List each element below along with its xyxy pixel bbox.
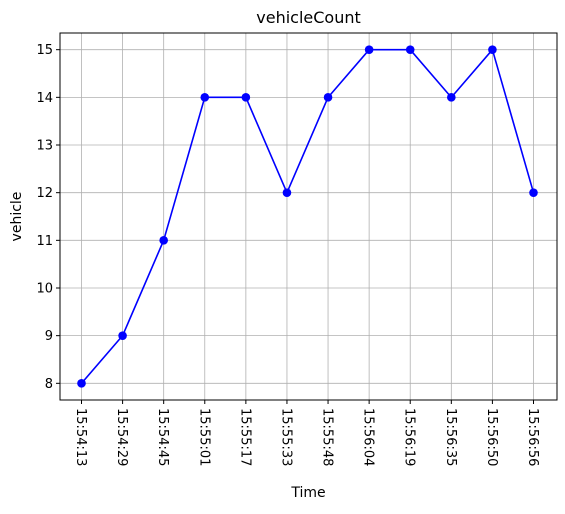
series-line (80, 48, 535, 384)
data-point (77, 379, 86, 388)
y-axis-label: vehicle (9, 192, 25, 242)
data-point (405, 45, 415, 54)
y-tick-label: 14 (36, 91, 53, 106)
x-axis-ticks: 15:54:13 15:54:29 15:54:45 15:55:01 15:55:17… (73, 400, 540, 466)
x-tick-label: 15:55:48 (320, 408, 335, 466)
data-point (282, 188, 292, 197)
series-layer (77, 45, 538, 388)
y-tick-label: 15 (36, 43, 53, 58)
x-tick-label: 15:56:50 (484, 408, 499, 466)
x-tick-label: 15:56:35 (443, 408, 458, 466)
data-point (241, 93, 251, 102)
y-tick-label: 12 (36, 186, 53, 201)
x-tick-label: 15:56:19 (402, 408, 417, 466)
y-tick-label: 8 (45, 377, 53, 392)
x-tick-label: 15:55:01 (196, 408, 211, 466)
y-tick-label: 13 (36, 139, 53, 154)
data-point (447, 93, 456, 102)
data-point (364, 45, 374, 54)
x-tick-label: 15:54:13 (73, 408, 88, 466)
grid (60, 33, 557, 400)
data-point (323, 93, 333, 102)
plot-area-frame (59, 32, 558, 401)
data-point (159, 236, 168, 245)
data-point (529, 188, 538, 197)
x-tick-label: 15:54:45 (155, 408, 170, 466)
x-tick-label: 15:54:29 (114, 408, 129, 466)
x-tick-label: 15:55:33 (278, 408, 293, 466)
data-point (488, 45, 497, 54)
data-point (118, 331, 127, 340)
y-tick-label: 9 (45, 329, 53, 344)
y-axis-ticks: 8 9 10 11 12 13 14 15 (36, 43, 60, 392)
x-tick-label: 15:56:56 (525, 408, 540, 466)
y-tick-label: 10 (36, 281, 53, 296)
x-axis-label: Time (290, 485, 325, 501)
chart-title: vehicleCount (256, 8, 361, 27)
y-tick-label: 11 (36, 234, 53, 249)
data-point (200, 93, 210, 102)
x-tick-label: 15:56:04 (361, 408, 376, 466)
x-tick-label: 15:55:17 (237, 408, 252, 466)
